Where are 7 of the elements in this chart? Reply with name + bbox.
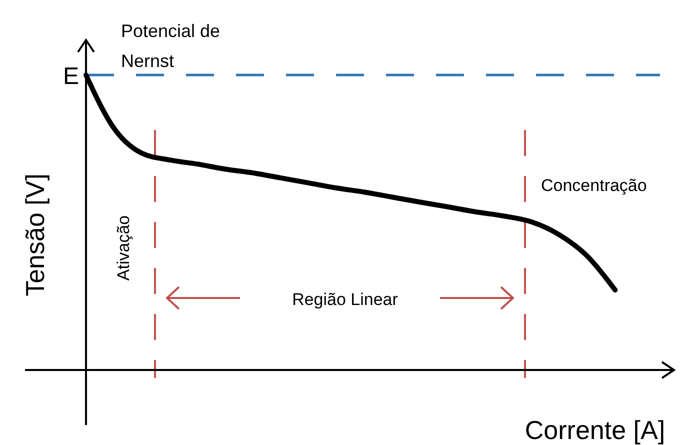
annotation: E <box>62 63 79 90</box>
ref-line-label: Potencial de Nernst <box>121 21 220 71</box>
annotation: Concentração <box>541 176 647 195</box>
x-axis-title: Corrente [A] <box>524 415 666 445</box>
annotation: Ativação <box>114 215 133 281</box>
y-axis-title: Tensão [V] <box>20 174 50 296</box>
annotation: Região Linear <box>292 290 398 309</box>
